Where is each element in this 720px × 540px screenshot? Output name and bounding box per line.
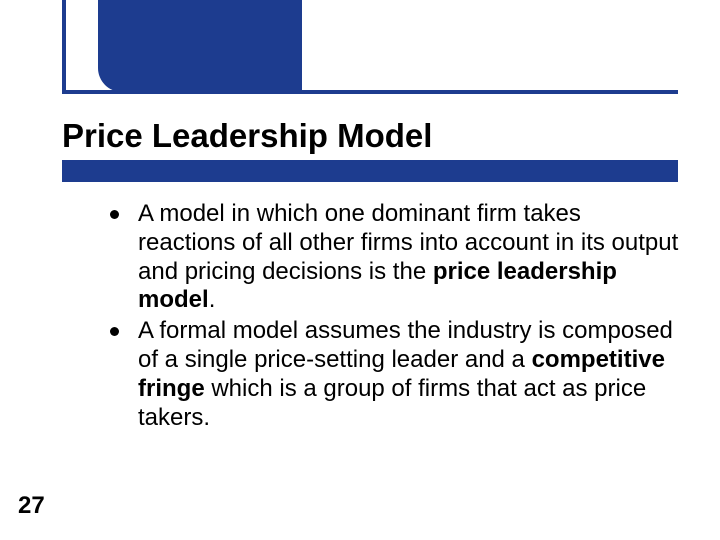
- header-rule-vertical: [62, 0, 66, 92]
- page-number: 27: [18, 492, 45, 520]
- slide-title: Price Leadership Model: [62, 118, 690, 154]
- title-underline-bar: [62, 160, 678, 182]
- slide-body: A model in which one dominant firm takes…: [104, 200, 680, 434]
- bullet-list: A model in which one dominant firm takes…: [104, 200, 680, 432]
- header-accent-block: [98, 0, 302, 92]
- title-row: Price Leadership Model: [62, 118, 690, 154]
- bullet-text-post: which is a group of firms that act as pr…: [138, 375, 646, 431]
- bullet-item: A model in which one dominant firm takes…: [104, 200, 680, 315]
- bullet-item: A formal model assumes the industry is c…: [104, 317, 680, 432]
- bullet-text-post: .: [209, 286, 216, 313]
